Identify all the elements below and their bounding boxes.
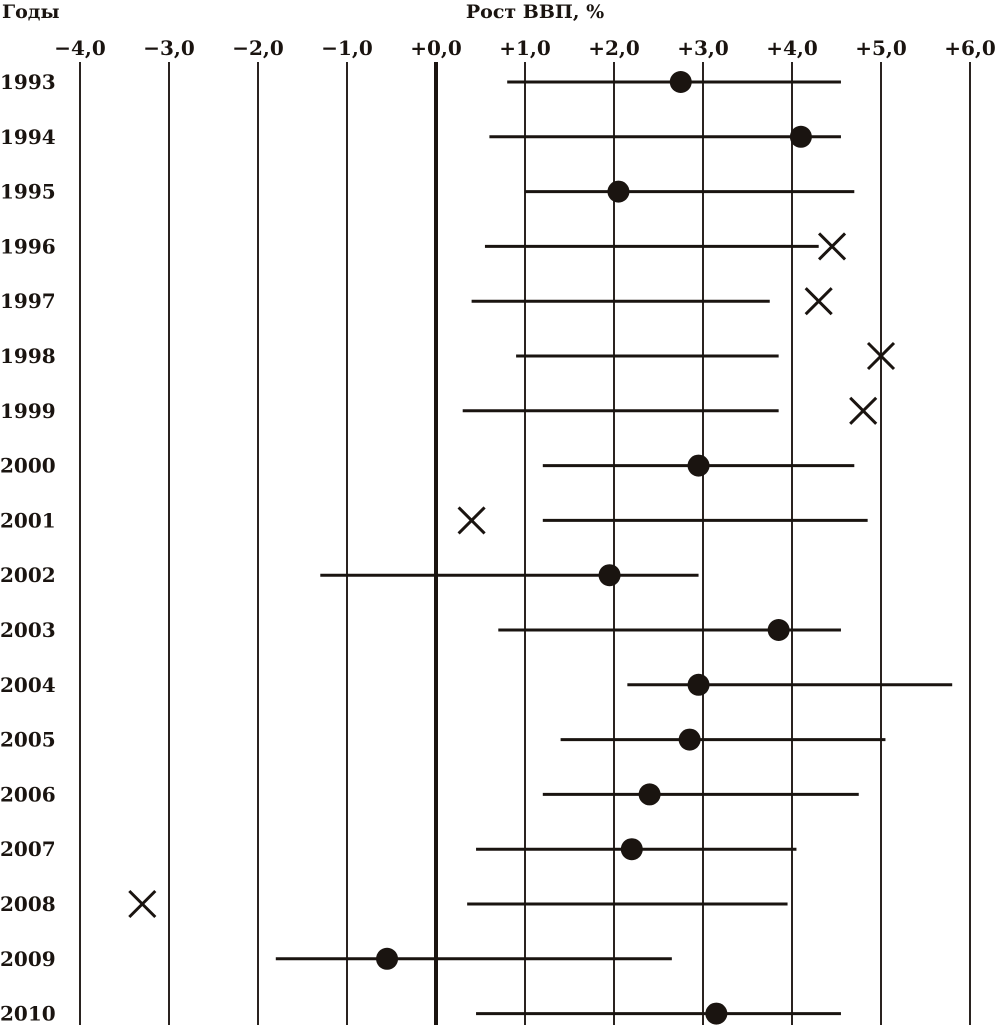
- year-label: 2003: [0, 618, 56, 642]
- x-tick-label: +4,0: [766, 36, 818, 60]
- year-label: 1994: [0, 125, 56, 149]
- value-cross-stroke: [849, 396, 878, 425]
- value-dot: [789, 125, 812, 148]
- value-cross: [128, 889, 157, 919]
- value-markers: [128, 71, 896, 1025]
- x-axis-title: Рост ВВП, %: [466, 1, 604, 23]
- value-cross: [804, 287, 833, 316]
- year-label: 2010: [0, 1002, 56, 1026]
- year-label: 2004: [0, 673, 56, 697]
- year-labels: 1993 1994 1995 1996 1997 1998 1999 2000 2001 2002…: [0, 70, 56, 1026]
- year-label: 1999: [0, 399, 56, 423]
- value-cross-stroke: [457, 506, 486, 535]
- value-cross-stroke: [128, 889, 157, 919]
- value-dot: [376, 947, 399, 970]
- x-tick-label: −1,0: [321, 36, 373, 60]
- value-dot: [607, 180, 630, 203]
- value-dot: [669, 71, 692, 93]
- year-label: 2000: [0, 454, 56, 478]
- year-label: 1996: [0, 234, 56, 258]
- year-label: 1995: [0, 180, 56, 204]
- x-tick-label: −3,0: [143, 36, 195, 60]
- year-label: 2006: [0, 782, 56, 806]
- year-label: 2009: [0, 947, 56, 971]
- x-tick-labels: −4,0 −3,0 −2,0 −1,0 +0,0 +1,0 +2,0 +3,0 +4,0 +5,0…: [54, 36, 996, 60]
- x-tick-label: +1,0: [499, 36, 551, 60]
- value-dot: [767, 619, 790, 641]
- year-label: 1997: [0, 289, 56, 313]
- value-cross: [457, 506, 486, 535]
- x-tick-label: +3,0: [677, 36, 729, 60]
- value-cross: [866, 341, 896, 371]
- value-dot: [678, 728, 701, 751]
- grid-lines: [79, 62, 971, 1025]
- value-cross: [849, 396, 878, 425]
- year-label: 2002: [0, 563, 56, 587]
- x-tick-label: −2,0: [232, 36, 284, 60]
- value-cross-stroke: [804, 287, 833, 316]
- x-tick-label: +2,0: [588, 36, 640, 60]
- value-cross: [817, 232, 847, 261]
- y-axis-title: Годы: [2, 1, 60, 23]
- year-label: 1998: [0, 344, 56, 368]
- x-tick-label: +0,0: [410, 36, 462, 60]
- value-cross-stroke: [817, 232, 847, 261]
- value-dot: [638, 783, 661, 806]
- year-label: 2008: [0, 892, 56, 916]
- x-tick-label: +5,0: [855, 36, 907, 60]
- value-dot: [687, 454, 710, 477]
- year-label: 1993: [0, 70, 56, 94]
- value-dot: [620, 838, 643, 861]
- value-dot: [598, 564, 621, 587]
- value-cross-stroke: [866, 341, 896, 371]
- x-tick-label: −4,0: [54, 36, 106, 60]
- year-label: 2005: [0, 728, 56, 752]
- year-label: 2001: [0, 508, 56, 532]
- value-dot: [687, 673, 710, 696]
- year-label: 2007: [0, 837, 56, 861]
- x-tick-label: +6,0: [944, 36, 996, 60]
- value-dot: [705, 1002, 728, 1025]
